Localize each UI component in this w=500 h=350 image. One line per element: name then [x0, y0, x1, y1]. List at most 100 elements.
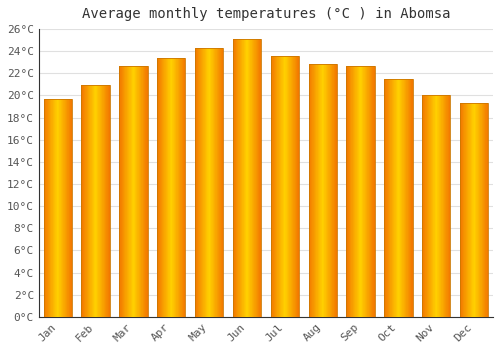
- Bar: [468, 103, 469, 317]
- Bar: [141, 65, 142, 317]
- Bar: [285, 56, 286, 317]
- Bar: [255, 39, 256, 317]
- Bar: [435, 96, 436, 317]
- Bar: [439, 96, 440, 317]
- Bar: [163, 58, 164, 317]
- Bar: [473, 103, 474, 317]
- Bar: [107, 85, 108, 317]
- Bar: [275, 56, 276, 317]
- Bar: [322, 64, 324, 317]
- Bar: [386, 79, 387, 317]
- Bar: [215, 48, 216, 317]
- Bar: [235, 39, 236, 317]
- Bar: [177, 58, 178, 317]
- Bar: [120, 65, 121, 317]
- Bar: [480, 103, 481, 317]
- Bar: [312, 64, 313, 317]
- Bar: [251, 39, 252, 317]
- Bar: [437, 96, 438, 317]
- Bar: [137, 65, 138, 317]
- Bar: [90, 85, 91, 317]
- Bar: [196, 48, 197, 317]
- Bar: [172, 58, 173, 317]
- Bar: [65, 99, 66, 317]
- Bar: [68, 99, 69, 317]
- Bar: [402, 79, 403, 317]
- Bar: [233, 39, 234, 317]
- Bar: [399, 79, 400, 317]
- Bar: [165, 58, 166, 317]
- Bar: [476, 103, 477, 317]
- Bar: [460, 103, 488, 317]
- Bar: [372, 65, 373, 317]
- Bar: [70, 99, 71, 317]
- Bar: [477, 103, 478, 317]
- Bar: [479, 103, 480, 317]
- Bar: [161, 58, 162, 317]
- Bar: [246, 39, 247, 317]
- Bar: [106, 85, 107, 317]
- Bar: [394, 79, 395, 317]
- Bar: [239, 39, 240, 317]
- Bar: [62, 99, 63, 317]
- Bar: [351, 65, 352, 317]
- Bar: [428, 96, 429, 317]
- Bar: [367, 65, 368, 317]
- Bar: [313, 64, 314, 317]
- Bar: [460, 103, 461, 317]
- Bar: [358, 65, 359, 317]
- Bar: [388, 79, 389, 317]
- Bar: [119, 65, 120, 317]
- Bar: [55, 99, 56, 317]
- Bar: [373, 65, 374, 317]
- Bar: [123, 65, 124, 317]
- Bar: [47, 99, 48, 317]
- Bar: [411, 79, 412, 317]
- Bar: [157, 58, 186, 317]
- Bar: [168, 58, 169, 317]
- Bar: [350, 65, 351, 317]
- Bar: [297, 56, 298, 317]
- Bar: [135, 65, 136, 317]
- Bar: [128, 65, 129, 317]
- Bar: [315, 64, 316, 317]
- Bar: [424, 96, 425, 317]
- Bar: [260, 39, 261, 317]
- Bar: [221, 48, 222, 317]
- Bar: [465, 103, 466, 317]
- Bar: [140, 65, 141, 317]
- Bar: [259, 39, 260, 317]
- Bar: [336, 64, 337, 317]
- Bar: [270, 56, 299, 317]
- Bar: [44, 99, 45, 317]
- Bar: [69, 99, 70, 317]
- Bar: [282, 56, 283, 317]
- Bar: [406, 79, 407, 317]
- Bar: [294, 56, 295, 317]
- Bar: [169, 58, 170, 317]
- Bar: [318, 64, 320, 317]
- Bar: [431, 96, 432, 317]
- Bar: [442, 96, 443, 317]
- Bar: [56, 99, 57, 317]
- Bar: [409, 79, 410, 317]
- Bar: [279, 56, 280, 317]
- Bar: [45, 99, 46, 317]
- Bar: [472, 103, 473, 317]
- Bar: [159, 58, 160, 317]
- Bar: [199, 48, 200, 317]
- Bar: [61, 99, 62, 317]
- Bar: [387, 79, 388, 317]
- Bar: [243, 39, 244, 317]
- Bar: [82, 85, 83, 317]
- Bar: [66, 99, 67, 317]
- Bar: [328, 64, 329, 317]
- Bar: [50, 99, 51, 317]
- Bar: [291, 56, 292, 317]
- Bar: [86, 85, 87, 317]
- Bar: [325, 64, 326, 317]
- Bar: [222, 48, 223, 317]
- Bar: [158, 58, 159, 317]
- Bar: [211, 48, 212, 317]
- Bar: [84, 85, 85, 317]
